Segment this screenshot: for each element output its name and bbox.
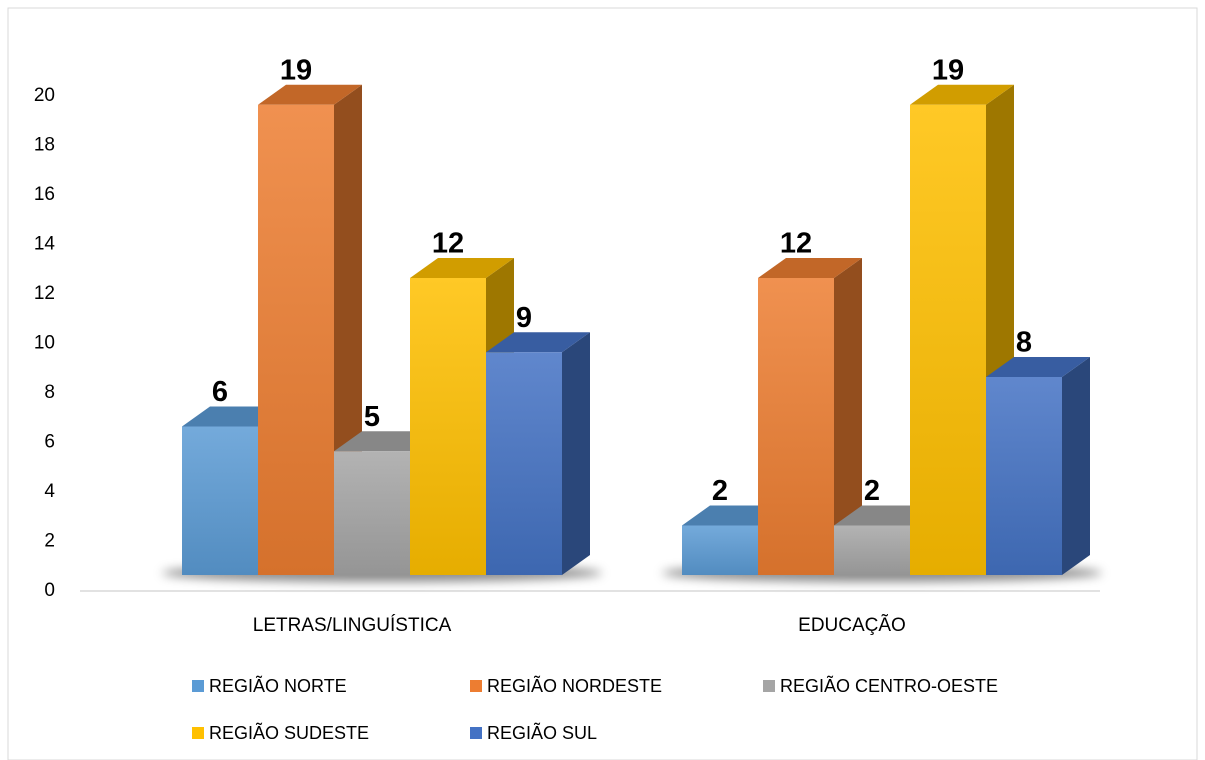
- bar-front: [182, 426, 258, 575]
- bar-front: [834, 525, 910, 575]
- bar-top: [986, 357, 1090, 377]
- y-tick-label: 8: [44, 382, 55, 403]
- y-tick-label: 6: [44, 432, 55, 453]
- bar-top: [486, 332, 590, 353]
- data-label: 12: [780, 228, 812, 260]
- x-tick-label: LETRAS/LINGUÍSTICA: [253, 615, 452, 636]
- y-tick-label: 0: [44, 580, 55, 601]
- y-tick-label: 16: [34, 184, 55, 205]
- data-label: 2: [712, 475, 728, 507]
- data-label: 19: [280, 54, 312, 86]
- bar-front: [682, 525, 758, 575]
- y-tick-label: 20: [34, 85, 55, 106]
- y-tick-label: 4: [44, 481, 55, 502]
- y-tick-label: 10: [34, 333, 55, 354]
- bar-front: [258, 104, 334, 575]
- bar-side: [834, 258, 862, 575]
- bar-side: [562, 332, 590, 575]
- bar: [986, 357, 1090, 575]
- legend-label: REGIÃO SUDESTE: [209, 722, 369, 743]
- bar-top: [758, 258, 862, 278]
- legend-label: REGIÃO NORDESTE: [487, 675, 662, 696]
- data-label: 9: [516, 302, 532, 334]
- legend-swatch: [470, 727, 482, 739]
- bar-front: [910, 104, 986, 575]
- data-label: 19: [932, 54, 964, 86]
- legend-label: REGIÃO SUL: [487, 722, 597, 743]
- bar-top: [258, 84, 362, 105]
- bar-front: [758, 278, 834, 575]
- legend-swatch: [192, 727, 204, 739]
- bar-front: [410, 278, 486, 575]
- legend-label: REGIÃO CENTRO-OESTE: [780, 675, 998, 696]
- y-tick-label: 12: [34, 283, 55, 304]
- legend-swatch: [763, 680, 775, 692]
- y-tick-label: 14: [34, 234, 56, 255]
- bar: [486, 332, 590, 575]
- bar-front: [486, 352, 562, 575]
- data-label: 8: [1016, 327, 1032, 359]
- legend-swatch: [470, 680, 482, 692]
- y-tick-label: 18: [34, 135, 55, 156]
- legend-swatch: [192, 680, 204, 692]
- legend-label: REGIÃO NORTE: [209, 675, 347, 696]
- bar: [758, 258, 862, 575]
- bar-side: [1062, 357, 1090, 575]
- data-label: 6: [212, 376, 228, 408]
- bar-top: [910, 84, 1014, 105]
- x-tick-label: EDUCAÇÃO: [798, 614, 906, 636]
- data-label: 12: [432, 228, 464, 260]
- y-tick-label: 2: [44, 531, 55, 552]
- bar-top: [410, 258, 514, 278]
- bar-front: [986, 377, 1062, 575]
- data-label: 5: [364, 401, 380, 433]
- bar-front: [334, 451, 410, 575]
- data-label: 2: [864, 475, 880, 507]
